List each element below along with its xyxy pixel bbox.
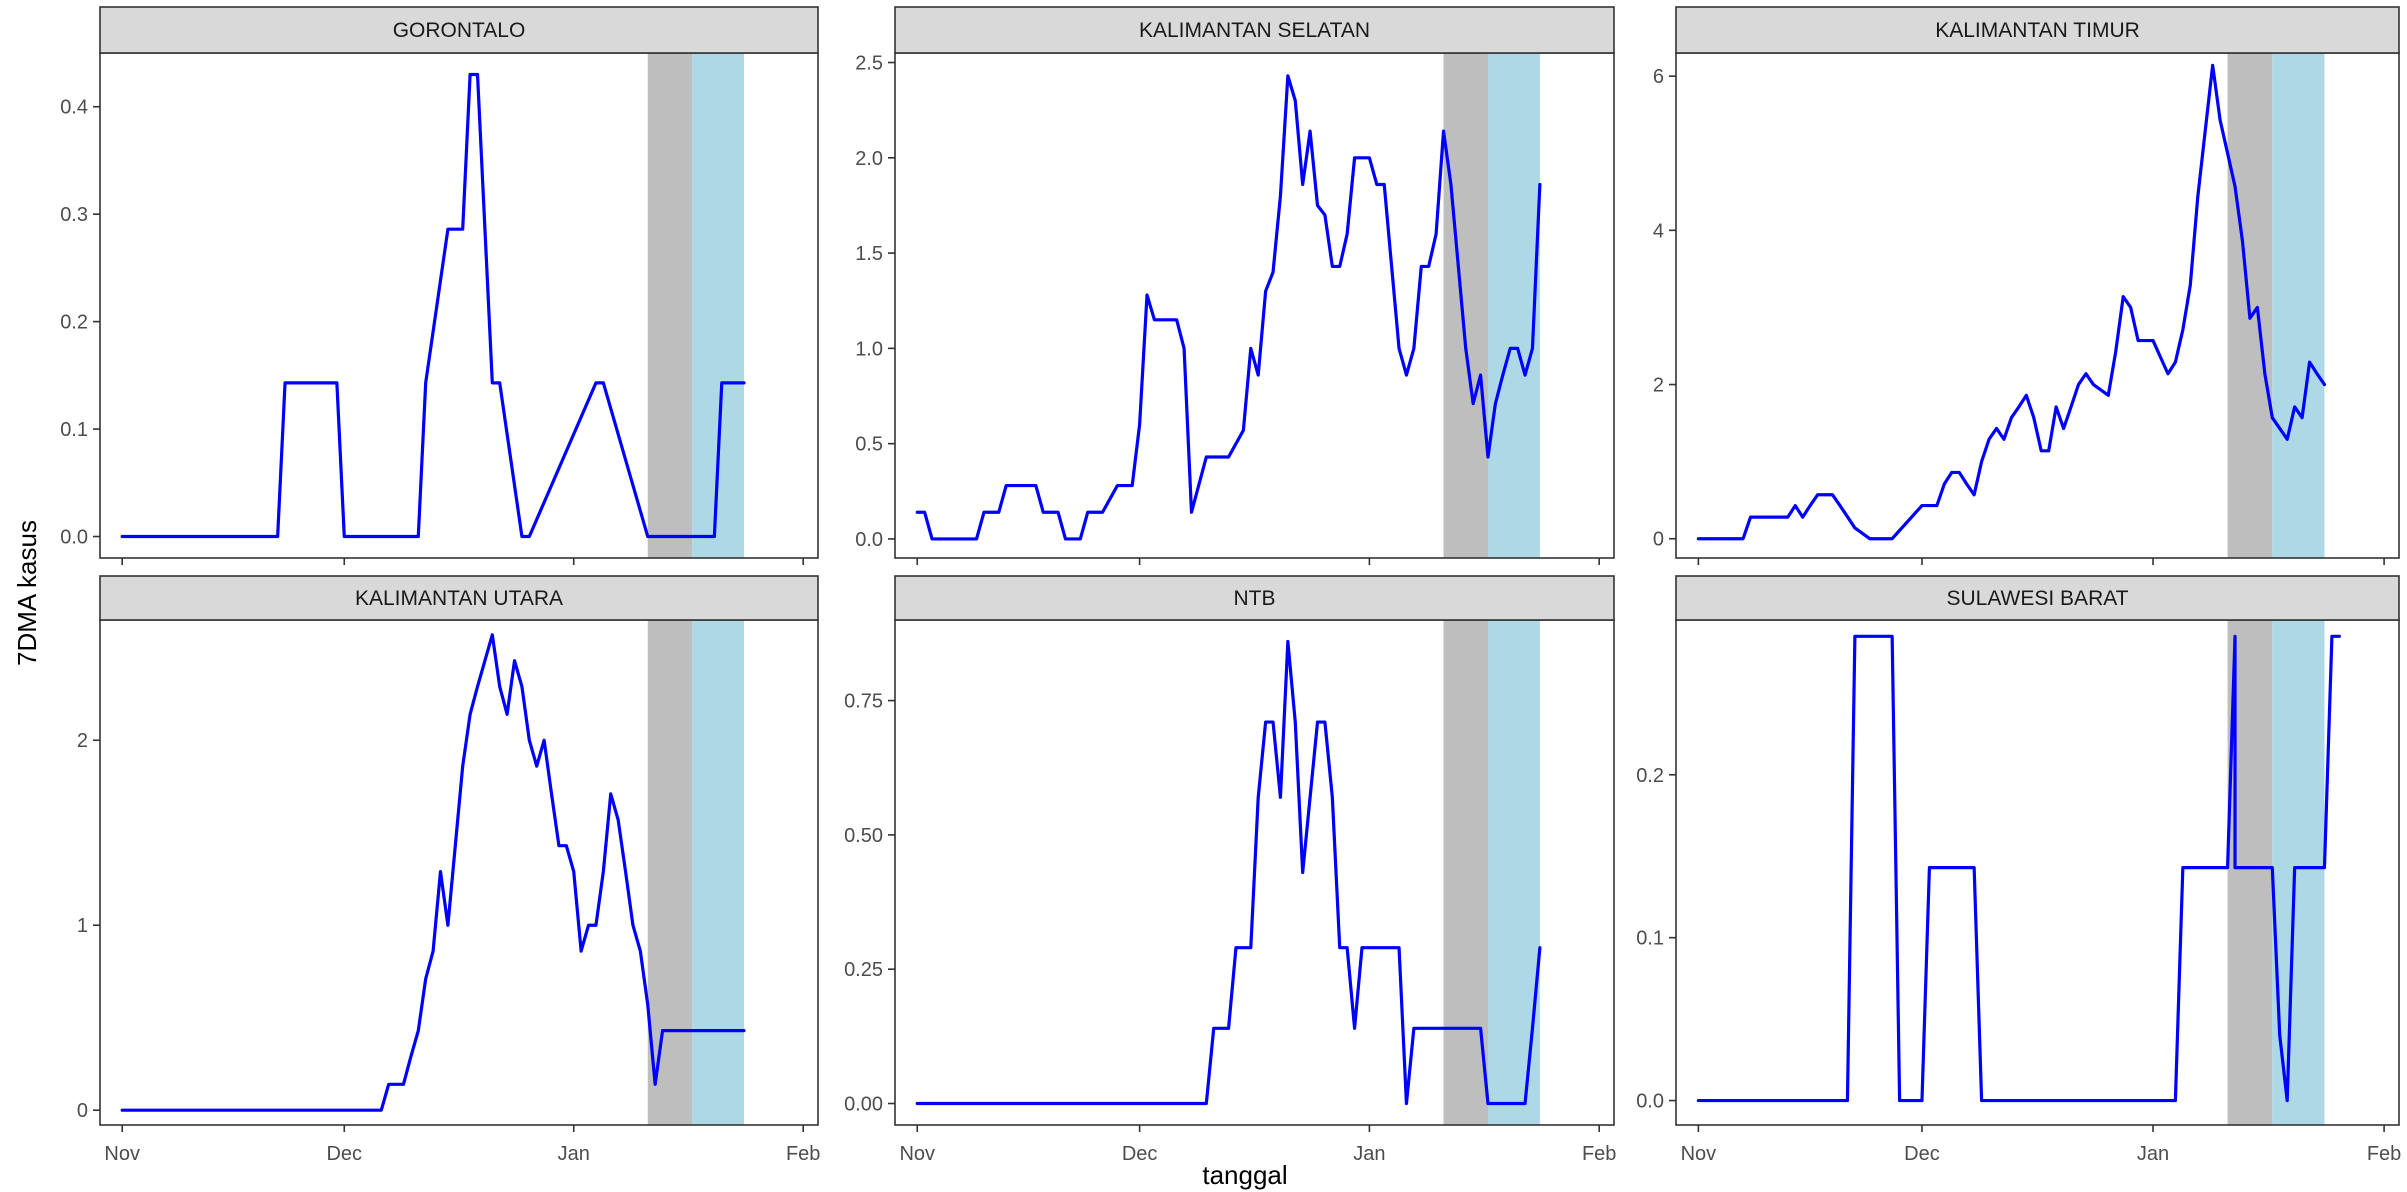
y-tick-label: 1 (77, 915, 88, 937)
facet-title: GORONTALO (393, 19, 526, 42)
y-tick-label: 0.50 (844, 825, 883, 847)
facet-strip (894, 575, 1615, 621)
x-tick-label: Dec (1904, 1143, 1940, 1165)
shaded-band-2 (692, 620, 744, 1125)
y-tick-label: 0.0 (60, 527, 88, 549)
facet-panel-5: NTB 0.00 0.25 0.50 0.75 Nov Dec Jan Feb (844, 575, 1616, 1165)
x-tick-label: Dec (326, 1143, 362, 1165)
series-line (915, 639, 1542, 1106)
y-tick-label: 0.25 (844, 959, 883, 981)
y-tick-label: 0.0 (1636, 1091, 1664, 1113)
shaded-band-1 (647, 620, 693, 1125)
x-tick-label: Jan (558, 1143, 590, 1165)
facet-panel-4: KALIMANTAN UTARA 0 1 2 Nov Dec Jan Feb (77, 575, 820, 1165)
y-tick-label: 0.5 (855, 434, 883, 456)
x-tick-label: Dec (1122, 1143, 1158, 1165)
x-axis-title: tanggal (1202, 1160, 1287, 1190)
y-axis-title: 7DMA kasus (12, 520, 42, 666)
y-tick-label: 0.75 (844, 691, 883, 713)
facet-strip (894, 6, 1615, 54)
y-tick-label: 0.1 (60, 419, 88, 441)
facet-panel-2: KALIMANTAN SELATAN 0.0 0.5 1.0 1.5 2.0 2.5 (855, 6, 1615, 565)
series-line (120, 72, 746, 539)
facet-panel-1: GORONTALO 0.0 0.1 0.2 0.3 0.4 (60, 6, 819, 565)
y-tick-label: 0 (1653, 529, 1664, 551)
y-tick-label: 0.1 (1636, 928, 1664, 950)
x-tick-label: Jan (1353, 1143, 1385, 1165)
y-tick-label: 0.4 (60, 97, 88, 119)
x-tick-label: Nov (104, 1143, 140, 1165)
y-tick-label: 0 (77, 1100, 88, 1122)
facet-strip (99, 6, 819, 54)
facet-strip (1675, 575, 2400, 621)
shaded-band-1 (1443, 53, 1488, 558)
facet-title: NTB (1234, 587, 1276, 610)
facet-title: KALIMANTAN SELATAN (1139, 19, 1370, 42)
y-tick-label: 1.0 (855, 338, 883, 360)
series-line (1696, 634, 2341, 1103)
shaded-band-2 (1487, 53, 1540, 558)
x-tick-label: Nov (1681, 1143, 1717, 1165)
y-tick-label: 2 (77, 730, 88, 752)
shaded-band-2 (2272, 53, 2325, 558)
y-tick-label: 4 (1653, 220, 1664, 242)
series-line (915, 74, 1542, 541)
facet-title: KALIMANTAN TIMUR (1935, 19, 2140, 42)
facet-strip (1675, 6, 2400, 54)
facet-strip (99, 575, 819, 621)
facet-title: KALIMANTAN UTARA (355, 587, 563, 610)
facet-panel-6: SULAWESI BARAT 0.0 0.1 0.2 Nov Dec Jan Feb (1636, 575, 2401, 1165)
y-tick-label: 0.2 (60, 312, 88, 334)
y-tick-label: 6 (1653, 66, 1664, 88)
facet-panel-3: KALIMANTAN TIMUR 0 2 4 6 (1653, 6, 2400, 565)
x-tick-label: Jan (2137, 1143, 2169, 1165)
x-tick-label: Nov (899, 1143, 935, 1165)
y-tick-label: 2.5 (855, 53, 883, 75)
x-tick-label: Feb (786, 1143, 820, 1165)
y-tick-label: 2.0 (855, 148, 883, 170)
shaded-band-1 (647, 53, 693, 558)
y-tick-label: 0.0 (855, 529, 883, 551)
series-line (120, 633, 746, 1112)
y-tick-label: 0.2 (1636, 765, 1664, 787)
x-tick-label: Feb (1582, 1143, 1616, 1165)
y-tick-label: 0.3 (60, 204, 88, 226)
facet-title: SULAWESI BARAT (1946, 587, 2128, 610)
facet-panels: GORONTALO 0.0 0.1 0.2 0.3 0.4 KALIMANTAN SELAT… (60, 6, 2401, 1165)
y-tick-label: 2 (1653, 375, 1664, 397)
x-tick-label: Feb (2367, 1143, 2401, 1165)
series-line (1696, 63, 2327, 541)
y-tick-label: 0.00 (844, 1094, 883, 1116)
y-tick-label: 1.5 (855, 243, 883, 265)
shaded-band-2 (1487, 620, 1540, 1125)
